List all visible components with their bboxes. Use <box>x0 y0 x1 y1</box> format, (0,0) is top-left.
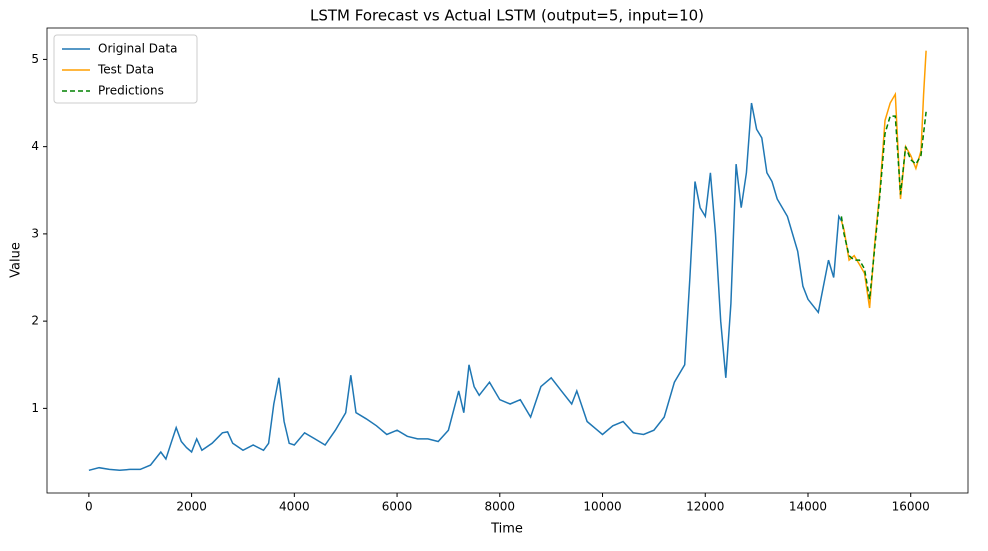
legend-label: Original Data <box>98 42 177 56</box>
x-tick-label: 12000 <box>686 500 724 514</box>
plot-area <box>46 27 969 494</box>
y-tick-label: 3 <box>31 226 39 240</box>
x-axis-label: Time <box>490 522 523 537</box>
legend-label: Test Data <box>97 63 154 77</box>
legend-label: Predictions <box>98 84 164 98</box>
x-tick-label: 14000 <box>789 500 827 514</box>
y-tick-label: 4 <box>31 139 39 153</box>
x-tick-label: 6000 <box>382 500 413 514</box>
x-tick-label: 4000 <box>279 500 310 514</box>
y-tick-label: 2 <box>31 314 39 328</box>
x-tick-label: 8000 <box>485 500 516 514</box>
legend-box <box>53 34 198 104</box>
x-tick-label: 10000 <box>583 500 621 514</box>
x-tick-label: 0 <box>85 500 93 514</box>
x-tick-label: 16000 <box>892 500 930 514</box>
data-line <box>840 50 927 309</box>
data-line <box>88 102 843 472</box>
chart-title: LSTM Forecast vs Actual LSTM (output=5, … <box>310 7 704 25</box>
x-tick-label: 2000 <box>176 500 207 514</box>
y-tick-label: 5 <box>31 52 39 66</box>
y-tick-label: 1 <box>31 401 39 415</box>
y-axis-label: Value <box>9 242 24 278</box>
data-line <box>840 111 927 300</box>
